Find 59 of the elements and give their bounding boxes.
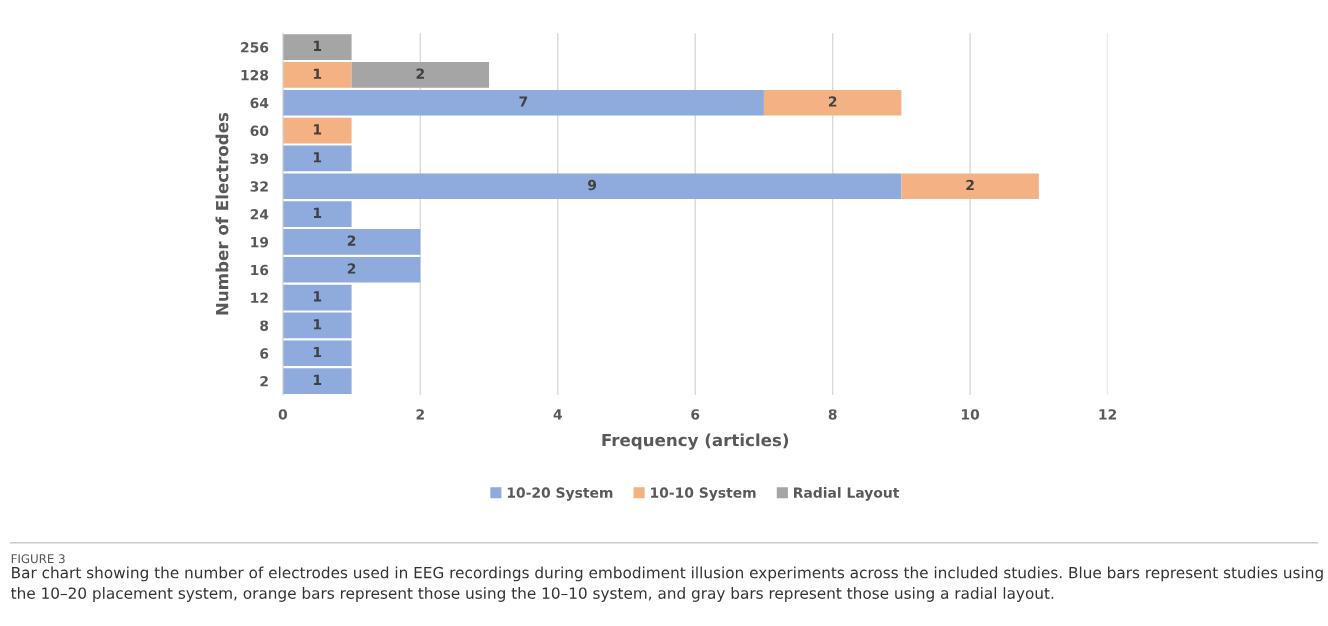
y-tick-label: 24 (250, 209, 269, 220)
data-label: 2 (828, 96, 837, 107)
data-label: 7 (519, 96, 528, 107)
bar (351, 62, 490, 88)
legend-label: 10-10 System (651, 487, 756, 501)
data-label: 2 (347, 235, 356, 246)
y-tick-label: 16 (251, 264, 269, 276)
x-tick-label: 4 (553, 409, 562, 420)
x-tick-label: 10 (962, 409, 980, 420)
y-tick-label: 8 (260, 320, 269, 331)
x-tick-label: 12 (1099, 409, 1117, 420)
x-axis-title: Frequency (articles) (602, 433, 789, 450)
data-label: 1 (313, 291, 322, 302)
bar (282, 117, 352, 144)
y-tick-label: 60 (250, 125, 269, 137)
y-tick-label: 39 (250, 153, 269, 164)
data-label: 2 (416, 68, 424, 79)
text: Bar chart showing the number of electrodes used in EEG recordings during embodiment illusion experiments across the included studies. Blue bars represent studies using the 10–20 placement system, orange bars represent those using the 10–10 system, and gray bars represent those using a radial layout. (11, 566, 1323, 602)
y-tick-label: 128 (241, 69, 269, 81)
bar (901, 173, 1039, 200)
x-tick-label: 0 (278, 409, 288, 420)
data-label: 1 (313, 319, 322, 330)
bar (282, 284, 352, 311)
bar (282, 368, 352, 394)
bar (282, 229, 421, 255)
y-axis-title: Number of Electrodes (215, 112, 229, 315)
y-tick-label: 32 (250, 181, 268, 192)
data-label: 1 (313, 346, 322, 358)
data-label: 9 (588, 179, 597, 191)
bar (282, 173, 902, 200)
bar (282, 62, 352, 88)
y-tick-label: 19 (251, 236, 269, 248)
x-tick-label: 8 (828, 409, 837, 420)
bar (282, 256, 421, 283)
legend-label: Radial Layout (794, 487, 900, 501)
data-label: 1 (313, 68, 322, 79)
y-tick-label: 6 (260, 348, 269, 359)
bar (282, 312, 352, 339)
data-label: 2 (347, 263, 356, 274)
data-label: 1 (313, 152, 322, 163)
bar (282, 89, 764, 116)
caption: FIGURE 3 (11, 554, 65, 564)
legend-label: 10-20 System (507, 487, 613, 501)
bar (763, 89, 902, 116)
y-tick-label: 64 (250, 97, 269, 109)
x-tick-label: 2 (416, 409, 424, 420)
y-tick-label: 256 (241, 42, 269, 53)
data-label: 2 (966, 179, 974, 191)
y-tick-label: 2 (260, 376, 268, 387)
y-tick-label: 12 (251, 292, 268, 303)
data-label: 1 (313, 374, 322, 385)
data-label: 1 (313, 124, 322, 135)
x-tick-label: 6 (691, 409, 700, 420)
bar (282, 145, 352, 172)
data-label: 1 (313, 40, 322, 51)
data-label: 1 (313, 207, 322, 218)
bar (282, 34, 352, 60)
bar (282, 340, 352, 367)
bar (282, 201, 352, 227)
